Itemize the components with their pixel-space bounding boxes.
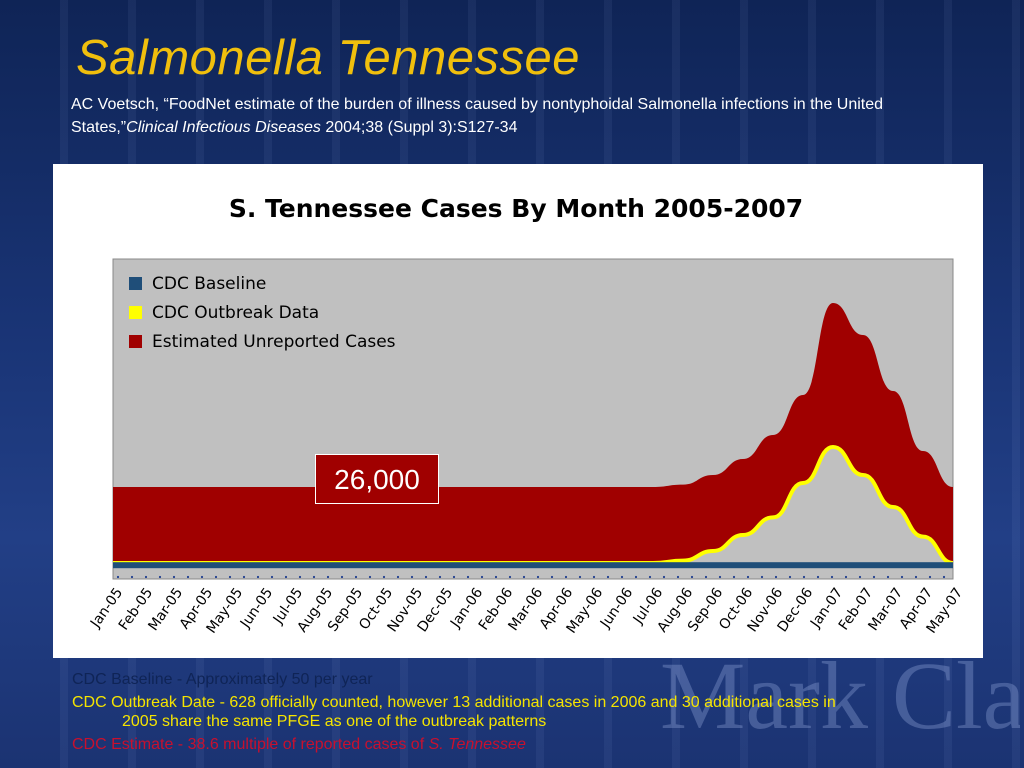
- callout-label: 26,000: [315, 454, 439, 504]
- baseline-dot: [774, 575, 778, 579]
- baseline-dot: [228, 575, 232, 579]
- baseline-dot: [704, 575, 708, 579]
- note-baseline: CDC Baseline - Approximately 50 per year: [72, 671, 373, 688]
- baseline-dot: [382, 575, 386, 579]
- chart-panel: S. Tennessee Cases By Month 2005-2007 CD…: [53, 164, 983, 658]
- baseline-dot: [186, 575, 190, 579]
- baseline-dot: [438, 575, 442, 579]
- baseline-dot: [298, 575, 302, 579]
- baseline-dot: [116, 575, 120, 579]
- chart-svg: S. Tennessee Cases By Month 2005-2007 CD…: [87, 194, 966, 637]
- baseline-dot: [942, 575, 946, 579]
- baseline-dot: [648, 575, 652, 579]
- baseline-dot: [284, 575, 288, 579]
- baseline-dot: [858, 575, 862, 579]
- legend-swatch-cdc-outbreak-data: [129, 306, 142, 319]
- citation-journal: Clinical Infectious Diseases: [126, 119, 321, 136]
- x-axis-ticks: Jan-05Feb-05Mar-05Apr-05May-05Jun-05Jul-…: [87, 585, 966, 637]
- baseline-dot: [620, 575, 624, 579]
- baseline-dot: [410, 575, 414, 579]
- baseline-dot: [256, 575, 260, 579]
- baseline-dot: [368, 575, 372, 579]
- baseline-dot: [522, 575, 526, 579]
- baseline-dot: [396, 575, 400, 579]
- baseline-dot: [270, 575, 274, 579]
- legend-label-cdc-outbreak-data: CDC Outbreak Data: [152, 303, 319, 323]
- baseline-dot: [326, 575, 330, 579]
- baseline-dot: [340, 575, 344, 579]
- baseline-dot: [144, 575, 148, 579]
- area-cdc-baseline: [113, 562, 953, 569]
- note-estimate-species: S. Tennessee: [428, 736, 526, 753]
- citation-text: AC Voetsch, “FoodNet estimate of the bur…: [71, 96, 884, 136]
- baseline-dot: [200, 575, 204, 579]
- baseline-dot: [746, 575, 750, 579]
- legend-swatch-estimated-unreported-cases: [129, 335, 142, 348]
- baseline-dot: [536, 575, 540, 579]
- note-estimate: CDC Estimate - 38.6 multiple of reported…: [72, 735, 872, 754]
- baseline-dot: [578, 575, 582, 579]
- baseline-dot: [788, 575, 792, 579]
- baseline-dot: [830, 575, 834, 579]
- baseline-dot: [354, 575, 358, 579]
- baseline-dot: [466, 575, 470, 579]
- baseline-dot: [816, 575, 820, 579]
- note-outbreak: CDC Outbreak Date - 628 officially count…: [72, 694, 836, 730]
- baseline-dot: [550, 575, 554, 579]
- baseline-dot: [606, 575, 610, 579]
- legend-label-estimated-unreported-cases: Estimated Unreported Cases: [152, 332, 396, 352]
- baseline-dot: [928, 575, 932, 579]
- baseline-dot: [900, 575, 904, 579]
- baseline-dot: [564, 575, 568, 579]
- baseline-dot: [634, 575, 638, 579]
- citation: AC Voetsch, “FoodNet estimate of the bur…: [71, 93, 971, 139]
- citation-ref: 2004;38 (Suppl 3):S127-34: [320, 119, 518, 136]
- baseline-dot: [158, 575, 162, 579]
- legend: CDC Baseline CDC Outbreak Data Estimated U…: [129, 274, 396, 352]
- baseline-dot: [732, 575, 736, 579]
- baseline-dot: [508, 575, 512, 579]
- baseline-dot: [214, 575, 218, 579]
- baseline-dot: [662, 575, 666, 579]
- baseline-dot: [592, 575, 596, 579]
- background-watermark: Mark Clark: [660, 642, 1020, 749]
- slide-title: Salmonella Tennessee: [76, 31, 580, 85]
- notes: CDC Baseline - Approximately 50 per year…: [72, 670, 872, 758]
- baseline-dot: [130, 575, 134, 579]
- baseline-dot: [494, 575, 498, 579]
- baseline-dot: [718, 575, 722, 579]
- baseline-dot: [676, 575, 680, 579]
- baseline-dot: [760, 575, 764, 579]
- legend-label-cdc-baseline: CDC Baseline: [152, 274, 266, 294]
- baseline-dot: [802, 575, 806, 579]
- baseline-dot: [690, 575, 694, 579]
- legend-swatch-cdc-baseline: [129, 277, 142, 290]
- baseline-dot: [886, 575, 890, 579]
- baseline-dot: [914, 575, 918, 579]
- baseline-dot: [172, 575, 176, 579]
- note-estimate-text: CDC Estimate - 38.6 multiple of reported…: [72, 736, 429, 753]
- baseline-dot: [480, 575, 484, 579]
- baseline-dot: [424, 575, 428, 579]
- baseline-dot: [312, 575, 316, 579]
- baseline-dot: [242, 575, 246, 579]
- chart-title: S. Tennessee Cases By Month 2005-2007: [229, 194, 803, 223]
- baseline-dot: [844, 575, 848, 579]
- baseline-dot: [452, 575, 456, 579]
- baseline-dot: [872, 575, 876, 579]
